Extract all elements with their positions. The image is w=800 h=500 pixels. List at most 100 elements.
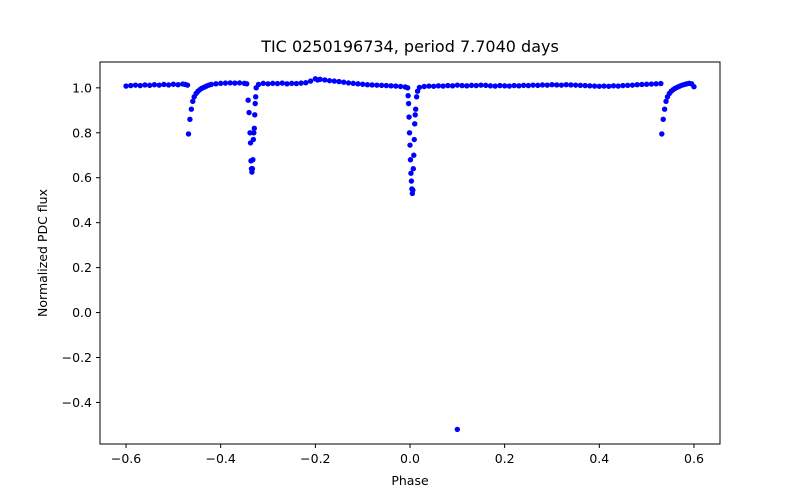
data-point [520, 82, 527, 89]
data-point [246, 109, 252, 116]
data-point [383, 82, 390, 89]
data-point [317, 76, 323, 83]
data-point [303, 79, 309, 86]
data-point [405, 100, 412, 107]
data-point [213, 81, 219, 87]
data-point [236, 80, 243, 86]
data-point [653, 81, 659, 87]
data-point [187, 116, 193, 123]
data-point [322, 77, 328, 83]
data-point [250, 157, 256, 163]
data-point [544, 82, 550, 88]
data-point [445, 82, 451, 89]
data-point [516, 83, 522, 89]
data-point [245, 97, 251, 103]
data-point [260, 80, 266, 87]
data-point [511, 82, 517, 89]
data-point [454, 82, 461, 88]
data-point [274, 80, 281, 87]
data-point [364, 81, 371, 88]
data-point [123, 83, 129, 89]
data-point [643, 81, 650, 87]
data-point [369, 82, 375, 88]
data-point [253, 94, 259, 100]
x-tick-label: −0.2 [300, 451, 330, 466]
data-point [161, 81, 167, 88]
data-point [421, 83, 427, 90]
data-point [412, 121, 418, 127]
data-point [132, 82, 139, 88]
y-tick-label: −0.2 [62, 350, 92, 365]
y-axis-ticks: −0.4 −0.2 0.0 0.2 0.4 0.6 0.8 1.0 [62, 80, 100, 410]
x-tick-label: 0.2 [495, 451, 515, 466]
data-point [412, 112, 418, 118]
data-point [568, 82, 574, 88]
data-point [137, 82, 143, 89]
data-point [188, 106, 195, 112]
data-point [355, 81, 361, 87]
chart-title: TIC 0250196734, period 7.7040 days [260, 37, 559, 56]
data-point [440, 83, 446, 89]
data-point [170, 81, 177, 87]
y-tick-label: 0.6 [72, 170, 92, 185]
data-point [151, 81, 158, 88]
data-point [208, 81, 214, 88]
data-point [691, 84, 697, 90]
data-point [293, 80, 300, 87]
data-point [663, 98, 669, 105]
x-axis-ticks: −0.6 −0.4 −0.2 0.0 0.2 0.4 0.6 [111, 444, 704, 466]
data-point [535, 82, 541, 89]
x-tick-label: −0.6 [111, 451, 141, 466]
data-point [620, 82, 626, 89]
data-point [397, 83, 404, 90]
y-tick-label: 0.2 [72, 260, 92, 275]
data-point [426, 83, 432, 89]
data-point [413, 94, 420, 100]
data-point [156, 82, 162, 88]
data-point [252, 100, 258, 107]
data-point [606, 83, 612, 89]
data-point [404, 85, 411, 91]
data-point [255, 81, 262, 88]
data-point [658, 80, 664, 87]
data-point [435, 83, 442, 89]
data-point [406, 130, 413, 136]
x-axis-label: Phase [391, 473, 429, 488]
data-point [408, 178, 415, 184]
data-point [411, 136, 417, 143]
y-tick-label: 0.8 [72, 125, 92, 140]
data-point [252, 112, 258, 118]
data-point [412, 106, 419, 112]
x-tick-label: 0.0 [400, 451, 420, 466]
data-point [615, 83, 621, 89]
data-point [596, 83, 603, 89]
y-axis-label: Normalized PDC flux [35, 189, 50, 317]
data-point [582, 82, 588, 89]
data-point [492, 83, 498, 89]
data-point [345, 80, 352, 86]
data-point [487, 83, 494, 89]
data-point [430, 83, 437, 89]
data-point [336, 78, 342, 85]
data-point [410, 187, 416, 193]
data-point [610, 83, 617, 89]
data-point [388, 83, 394, 89]
data-point [284, 81, 290, 87]
data-point [184, 82, 191, 88]
data-point [449, 83, 456, 89]
data-point [326, 77, 333, 84]
data-point [244, 81, 250, 87]
data-point [473, 82, 479, 89]
data-point [217, 80, 224, 87]
data-point [410, 166, 417, 172]
data-point [629, 82, 636, 88]
data-point [128, 82, 134, 89]
data-point [250, 136, 257, 143]
data-point [407, 142, 413, 148]
data-point [591, 83, 598, 89]
data-point [464, 83, 470, 89]
data-point [648, 81, 655, 87]
data-point [530, 82, 536, 88]
data-point [416, 84, 423, 91]
